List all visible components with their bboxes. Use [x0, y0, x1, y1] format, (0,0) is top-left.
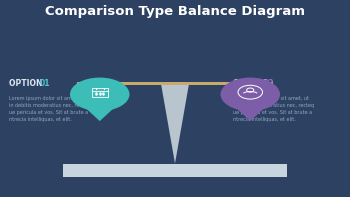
Text: 02: 02 — [264, 79, 274, 88]
Polygon shape — [230, 102, 271, 121]
Circle shape — [220, 78, 280, 111]
Text: Lorem ipsum dolor sit amet, ut
in debitis moderatius nec, recteq
ue pericula et : Lorem ipsum dolor sit amet, ut in debiti… — [233, 96, 314, 122]
Text: OPTION: OPTION — [233, 79, 269, 88]
Text: Comparison Type Balance Diagram: Comparison Type Balance Diagram — [45, 5, 305, 18]
Text: Lorem ipsum dolor sit amet, ut
in debitis moderatius nec, recteq
ue pericula et : Lorem ipsum dolor sit amet, ut in debiti… — [9, 96, 90, 122]
Circle shape — [70, 78, 130, 111]
Polygon shape — [79, 102, 120, 121]
Text: OPTION: OPTION — [9, 79, 45, 88]
Polygon shape — [161, 84, 189, 164]
FancyBboxPatch shape — [63, 164, 287, 177]
Text: 01: 01 — [40, 79, 50, 88]
FancyBboxPatch shape — [77, 82, 273, 85]
